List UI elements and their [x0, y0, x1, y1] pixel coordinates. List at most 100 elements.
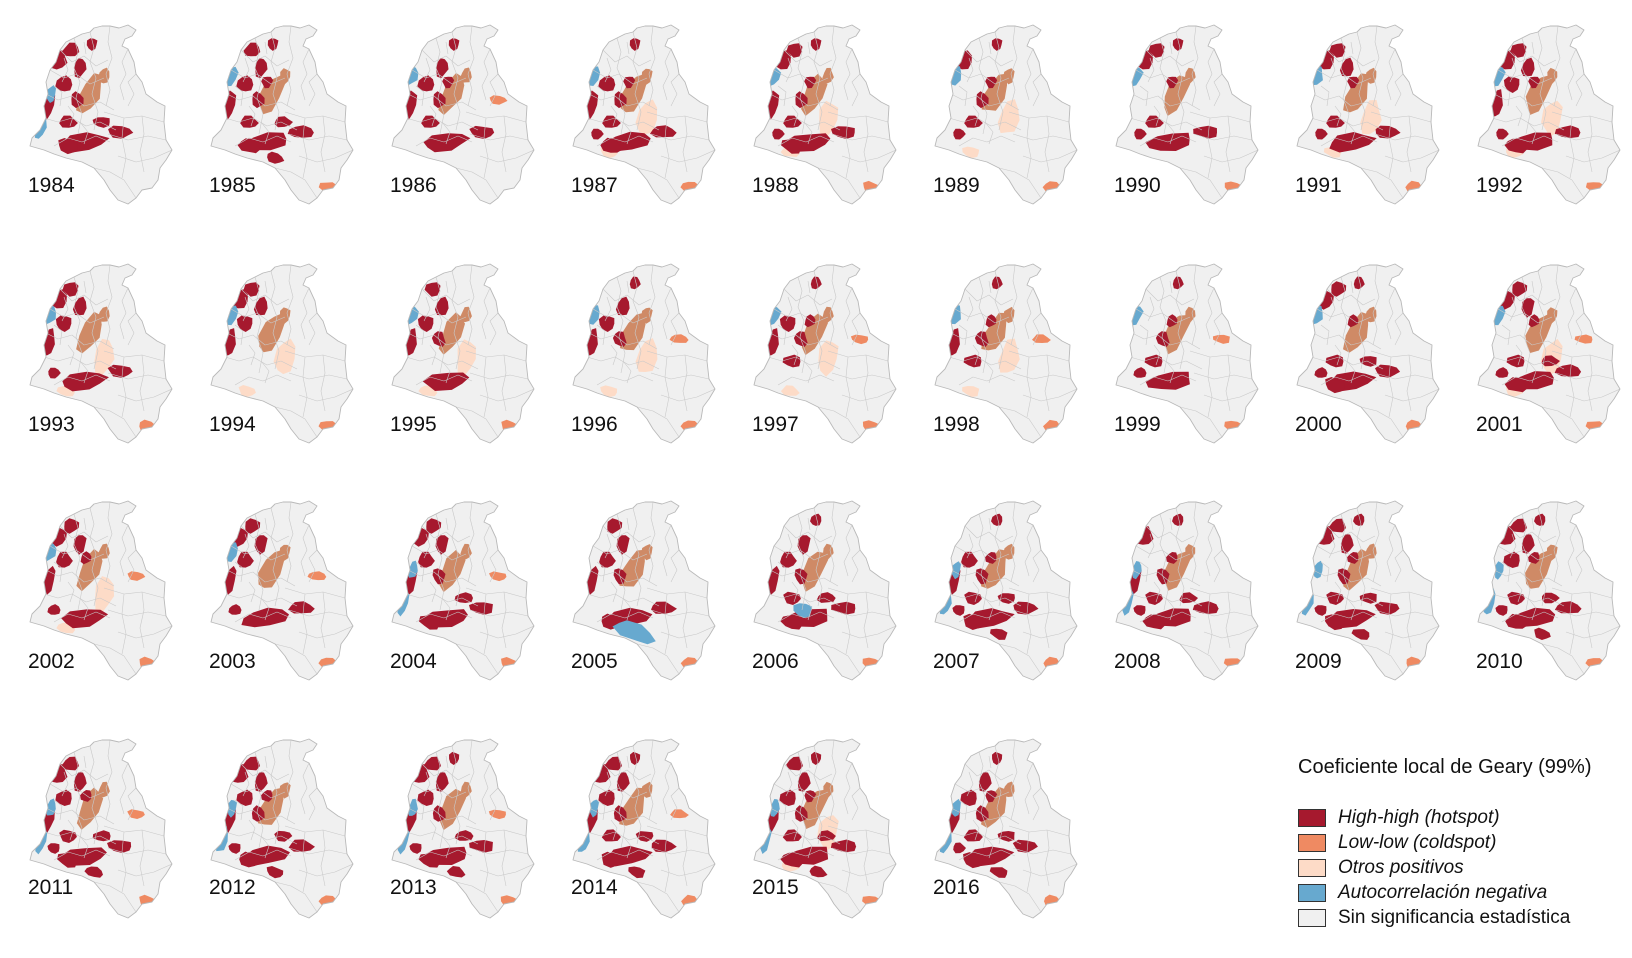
department-border — [455, 643, 499, 675]
department-border — [664, 593, 670, 655]
department-border — [1374, 609, 1434, 617]
department-border — [1312, 569, 1382, 587]
negative-autocorrelation-region — [45, 798, 56, 816]
department-border — [1374, 133, 1434, 141]
department-border — [964, 525, 1014, 543]
department-border — [469, 847, 529, 855]
department-border — [1010, 264, 1018, 346]
department-border — [604, 57, 612, 83]
map-year-label: 2012 — [209, 876, 256, 899]
department-border — [1320, 374, 1378, 386]
department-border — [1360, 406, 1404, 438]
country-outline — [391, 263, 535, 444]
department-border — [93, 643, 137, 675]
department-border — [230, 783, 286, 799]
coldspot-region — [489, 571, 507, 582]
map-year-label: 1984 — [28, 174, 75, 197]
department-border — [964, 288, 1014, 306]
department-border — [1346, 360, 1356, 384]
department-border — [1129, 117, 1203, 131]
department-border — [1175, 270, 1185, 370]
department-border — [596, 135, 654, 147]
map-panel-2002: 2002 — [14, 490, 194, 720]
department-border — [407, 332, 477, 350]
department-border — [1024, 524, 1034, 577]
hotspot-region — [601, 851, 622, 868]
department-border — [53, 324, 63, 346]
other-positive-region — [962, 146, 980, 159]
country-outline — [934, 738, 1078, 919]
department-border — [994, 270, 1004, 370]
country-outline — [572, 500, 716, 681]
department-border — [841, 863, 896, 877]
map-year-label: 2010 — [1476, 650, 1523, 673]
department-border — [670, 73, 680, 107]
department-border — [53, 85, 63, 107]
colombia-map-1993 — [29, 263, 173, 444]
department-border — [1541, 643, 1585, 675]
hotspot-region — [267, 38, 279, 51]
department-border — [467, 501, 475, 583]
map-year-label: 2003 — [209, 650, 256, 673]
department-border — [320, 354, 326, 412]
department-border — [863, 829, 869, 887]
map-panel-2004: 2004 — [376, 490, 556, 720]
department-border — [121, 831, 127, 893]
department-border — [972, 819, 980, 841]
hotspot-region — [1510, 518, 1528, 533]
department-border — [1129, 593, 1203, 607]
department-border — [67, 344, 75, 366]
department-border — [423, 296, 431, 322]
country-outline — [210, 24, 354, 205]
department-border — [1147, 57, 1155, 83]
department-border — [1406, 115, 1412, 173]
hotspot-region — [952, 605, 965, 616]
hotspot-region — [599, 551, 616, 568]
department-border — [636, 406, 680, 438]
department-border — [650, 847, 710, 855]
department-border — [596, 324, 606, 346]
hotspot-region — [417, 789, 434, 806]
hotspot-region — [64, 518, 80, 534]
department-border — [49, 69, 105, 85]
hotspot-region — [804, 314, 816, 328]
department-border — [89, 745, 99, 845]
department-border — [1159, 513, 1169, 611]
hotspot-region — [418, 551, 435, 568]
hotspot-region — [598, 315, 615, 332]
country-fill — [30, 25, 172, 204]
department-border — [948, 593, 1022, 607]
department-border — [1509, 57, 1517, 83]
department-border — [1553, 264, 1561, 346]
department-border — [1205, 524, 1215, 577]
hotspot-region — [1329, 518, 1347, 533]
department-border — [831, 847, 891, 855]
department-border — [972, 344, 980, 366]
department-border — [139, 354, 145, 412]
department-border — [254, 751, 264, 849]
hotspot-region — [1375, 125, 1401, 139]
map-panel-1998: 1998 — [919, 253, 1099, 483]
hotspot-region — [1528, 76, 1541, 89]
department-border — [248, 344, 256, 366]
department-border — [1394, 312, 1404, 346]
hotspot-region — [435, 535, 449, 555]
legend-title: Coeficiente local de Geary (99%) — [1298, 756, 1592, 778]
department-border — [954, 69, 1010, 85]
department-border — [1501, 324, 1511, 346]
department-border — [1587, 591, 1593, 649]
department-border — [1320, 85, 1330, 107]
country-fill — [935, 501, 1077, 680]
department-border — [1179, 643, 1223, 675]
hotspot-region — [71, 91, 84, 109]
department-border — [1350, 280, 1354, 294]
hotspot-region — [253, 296, 268, 316]
hotspot-region — [963, 852, 983, 869]
department-border — [93, 167, 137, 199]
department-border — [610, 581, 618, 603]
department-border — [1012, 372, 1072, 380]
department-border — [415, 135, 473, 147]
map-year-label: 2014 — [571, 876, 618, 899]
legend-label-coldspot: Low-low (coldspot) — [1338, 831, 1497, 853]
legend-swatch-other-positive — [1298, 858, 1326, 877]
